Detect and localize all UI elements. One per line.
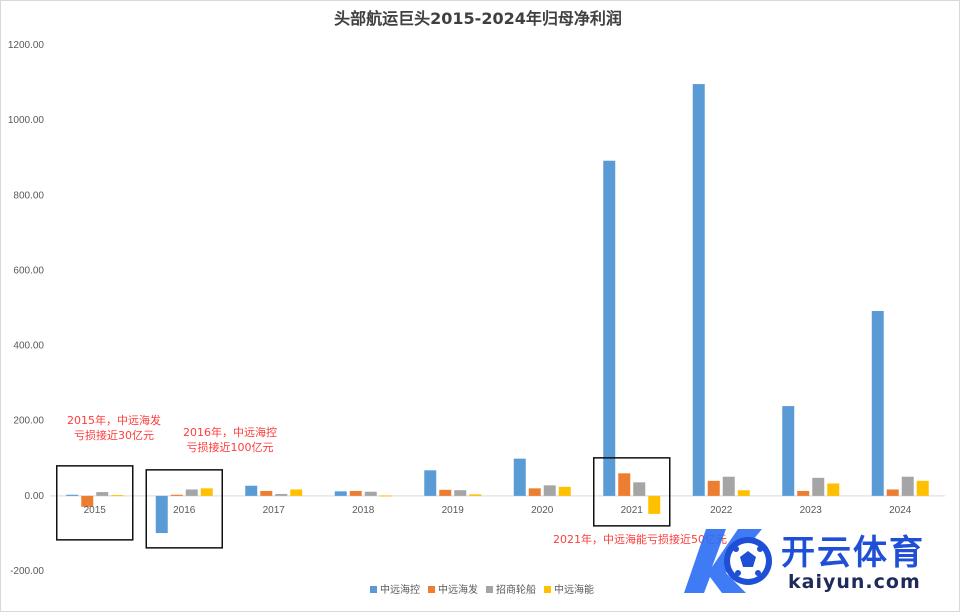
x-tick-label: 2015	[84, 505, 107, 516]
bar-2024-3	[916, 480, 929, 496]
y-tick-label: -200.00	[10, 566, 44, 577]
x-tick-label: 2022	[710, 505, 733, 516]
bar-2022-0	[692, 84, 705, 496]
bar-2024-0	[871, 311, 884, 496]
x-tick-label: 2021	[621, 505, 644, 516]
bar-2018-1	[349, 490, 362, 496]
x-tick-label: 2023	[800, 505, 823, 516]
bar-2016-1	[170, 494, 183, 496]
bar-2015-2	[96, 492, 109, 496]
bar-2024-1	[886, 489, 899, 496]
highlight-box-2016	[145, 469, 223, 549]
bar-2024-2	[901, 476, 914, 496]
x-tick-label: 2024	[889, 505, 912, 516]
x-axis-ticks: 2015 2016 2017 2018 2019 2020 2021 2022 2023 2024	[84, 505, 912, 516]
bar-2020-1	[528, 488, 541, 496]
highlight-boxes	[56, 457, 671, 549]
bar-2023-3	[827, 483, 840, 496]
x-tick-label: 2017	[263, 505, 286, 516]
legend-label: 中远海能	[554, 583, 594, 596]
bar-2020-3	[558, 486, 571, 496]
legend-swatch	[544, 586, 551, 593]
bar-2020-2	[543, 485, 556, 496]
y-tick-label: 0.00	[25, 491, 45, 502]
bar-2016-0	[155, 495, 168, 534]
bar-2019-1	[439, 489, 452, 496]
bar-2023-1	[797, 490, 810, 496]
annotation-2016-line2: 亏损接近100亿元	[187, 440, 274, 454]
bar-2017-2	[275, 493, 288, 496]
bar-2018-3	[379, 495, 392, 497]
y-tick-label: 400.00	[13, 341, 44, 352]
annotation-2015-line2: 亏损接近30亿元	[74, 428, 154, 442]
bar-2017-1	[260, 490, 273, 496]
annotation-2016-line1: 2016年，中远海控	[183, 425, 277, 439]
bar-2023-2	[812, 477, 825, 496]
bar-2022-1	[707, 480, 720, 496]
bar-2021-3	[648, 495, 661, 514]
legend-label: 中远海发	[438, 583, 478, 596]
bar-2015-3	[111, 495, 124, 497]
bar-2017-0	[245, 485, 258, 496]
bar-2016-3	[200, 488, 213, 496]
bar-2018-0	[334, 491, 347, 496]
bar-2021-1	[618, 473, 631, 496]
legend-swatch	[428, 586, 435, 593]
watermark-brand: 开云体育	[781, 533, 925, 573]
y-tick-label: 1000.00	[8, 115, 45, 126]
bar-2022-2	[722, 476, 735, 496]
chart-title: 头部航运巨头2015-2024年归母净利润	[334, 9, 622, 28]
x-tick-label: 2020	[531, 505, 554, 516]
highlight-box-2015	[56, 465, 134, 541]
bars	[66, 84, 929, 534]
y-tick-label: 200.00	[13, 416, 44, 427]
legend-swatch	[370, 586, 377, 593]
bar-2015-1	[81, 495, 94, 507]
legend-label: 中远海控	[380, 583, 420, 596]
bar-2016-2	[185, 489, 198, 496]
bar-2021-2	[633, 482, 646, 496]
legend-swatch	[486, 586, 493, 593]
watermark-logo: 开云体育 kaiyun.com	[676, 515, 956, 607]
x-tick-label: 2019	[442, 505, 465, 516]
watermark-url: kaiyun.com	[788, 571, 921, 593]
bar-2021-0	[603, 160, 616, 496]
highlight-box-2021	[593, 457, 671, 527]
bar-2019-2	[454, 490, 467, 496]
bar-2017-3	[290, 489, 303, 496]
x-tick-label: 2016	[173, 505, 196, 516]
soccer-ball-logo-icon	[684, 529, 772, 593]
legend-label: 招商轮船	[496, 583, 536, 596]
bar-2019-3	[469, 494, 482, 496]
bar-2019-0	[424, 470, 437, 496]
bar-2020-0	[513, 458, 526, 496]
bar-2022-3	[737, 490, 750, 496]
y-tick-label: 600.00	[13, 265, 44, 276]
bar-2018-2	[364, 491, 377, 496]
y-tick-label: 800.00	[13, 190, 44, 201]
y-axis-ticks: 1200.00 1000.00 800.00 600.00 400.00 200.00 0.…	[8, 40, 45, 577]
legend: 中远海控 中远海发 招商轮船 中远海能	[370, 583, 594, 596]
x-tick-label: 2018	[352, 505, 375, 516]
annotations: 2015年，中远海发 亏损接近30亿元 2016年，中远海控 亏损接近100亿元…	[67, 413, 727, 546]
bar-2023-0	[782, 406, 795, 496]
annotation-2015-line1: 2015年，中远海发	[67, 413, 161, 427]
annotation-2021-line1: 2021年，中远海能亏损接近50亿元	[553, 532, 727, 546]
y-tick-label: 1200.00	[8, 40, 45, 51]
bar-2015-0	[66, 494, 79, 496]
